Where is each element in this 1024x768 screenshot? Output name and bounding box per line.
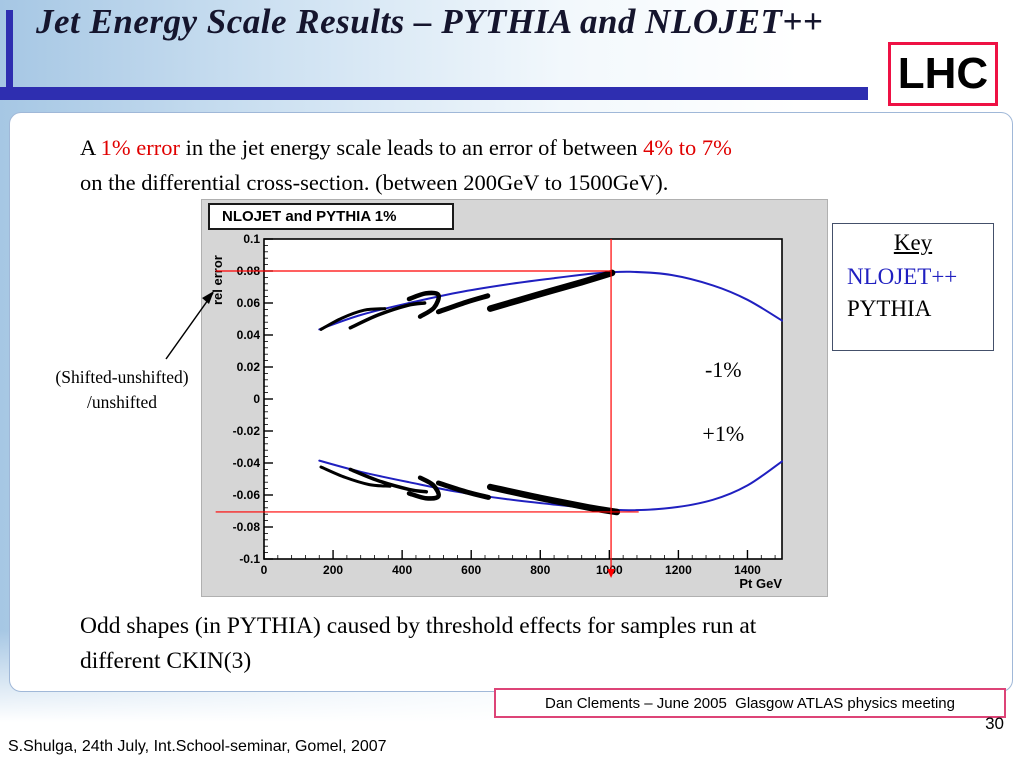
series-pythia-lower-5 [486, 483, 621, 516]
y-tick-label: -0.1 [239, 552, 260, 566]
y-tick-label: 0.1 [243, 232, 260, 246]
footer-text: S.Shulga, 24th July, Int.School-seminar,… [8, 738, 387, 755]
series-nlojet-upper [318, 270, 783, 331]
series-pythia-upper-5 [486, 269, 616, 312]
lead-text-3: on the differential cross-section. (betw… [80, 169, 669, 195]
x-tick-label: 1200 [665, 563, 692, 577]
note-line2: different CKIN(3) [80, 648, 252, 675]
chart-title-box: NLOJET and PYTHIA 1% [208, 203, 454, 230]
series-pythia-lower-2 [348, 467, 429, 494]
legend-item-nlojet: NLOJET++ [847, 264, 958, 289]
y-tick-label: 0.04 [237, 328, 261, 342]
y-tick-label: -0.04 [233, 456, 261, 470]
y-tick-label: 0.02 [237, 360, 261, 374]
y-tick-label: 0.06 [237, 296, 261, 310]
series-pythia-lower-4 [435, 480, 491, 500]
y-tick-label: 0 [253, 392, 260, 406]
lead-red-1: 1% error [100, 135, 180, 160]
content-panel: A 1% error in the jet energy scale leads… [9, 112, 1013, 692]
red-arrow-icon [607, 569, 616, 578]
legend-title: Key [893, 230, 933, 255]
series-pythia-upper-3 [406, 290, 441, 319]
series-pythia-upper-2 [348, 301, 427, 330]
lead-red-2: 4% to 7% [643, 135, 732, 160]
legend-box: Key NLOJET++ PYTHIA [832, 223, 994, 351]
lead-paragraph: A 1% error in the jet energy scale leads… [80, 131, 965, 201]
x-tick-label: 800 [530, 563, 550, 577]
series-pythia-lower-1 [319, 465, 392, 488]
x-tick-label: 600 [461, 563, 481, 577]
legend-item-pythia: PYTHIA [847, 296, 932, 321]
lhc-badge: LHC [888, 42, 998, 106]
x-tick-label: 400 [392, 563, 412, 577]
x-tick-label: 200 [323, 563, 343, 577]
note-line1: Odd shapes (in PYTHIA) caused by thresho… [80, 613, 757, 639]
page-number: 30 [985, 714, 1004, 733]
axis-annotation-line1: (Shifted-unshifted) [55, 367, 189, 387]
lead-text-2: in the jet energy scale leads to an erro… [179, 135, 644, 160]
plot-frame [263, 238, 783, 560]
credit-box: Dan Clements – June 2005 Glasgow ATLAS p… [494, 688, 1006, 718]
arrow-icon [165, 291, 214, 360]
lead-text-1: A [80, 135, 101, 160]
chart-plot: 0.10.080.060.040.020-0.02-0.04-0.06-0.08… [210, 232, 783, 591]
y-tick-label: -0.02 [233, 424, 261, 438]
plot-annotation: -1% [705, 357, 742, 382]
y-tick-label: -0.08 [233, 520, 261, 534]
y-tick-label: -0.06 [233, 488, 261, 502]
series-pythia-lower-3 [406, 475, 441, 501]
slide-title: Jet Energy Scale Results – PYTHIA and NL… [36, 2, 824, 41]
series-pythia-upper-1 [319, 307, 387, 331]
x-tick-label: 0 [261, 563, 268, 577]
series-pythia-upper-4 [435, 293, 491, 315]
title-underline-bar [0, 87, 868, 100]
axis-annotation-line2: /unshifted [87, 392, 157, 413]
x-tick-label: 1400 [734, 563, 761, 577]
y-axis-label: rel error [210, 255, 225, 305]
note-text: Odd shapes (in PYTHIA) caused by thresho… [80, 609, 756, 680]
chart-area: 0.1 0.08 0.06 0.04 0.02 0 -0.02 -0.04 -0.06 -0.08… [201, 199, 828, 597]
title-accent-bar [6, 10, 13, 98]
axis-annotation: (Shifted-unshifted) /unshifted [22, 365, 222, 416]
x-axis-label: Pt GeV [739, 576, 782, 591]
plot-annotation: +1% [702, 421, 744, 446]
